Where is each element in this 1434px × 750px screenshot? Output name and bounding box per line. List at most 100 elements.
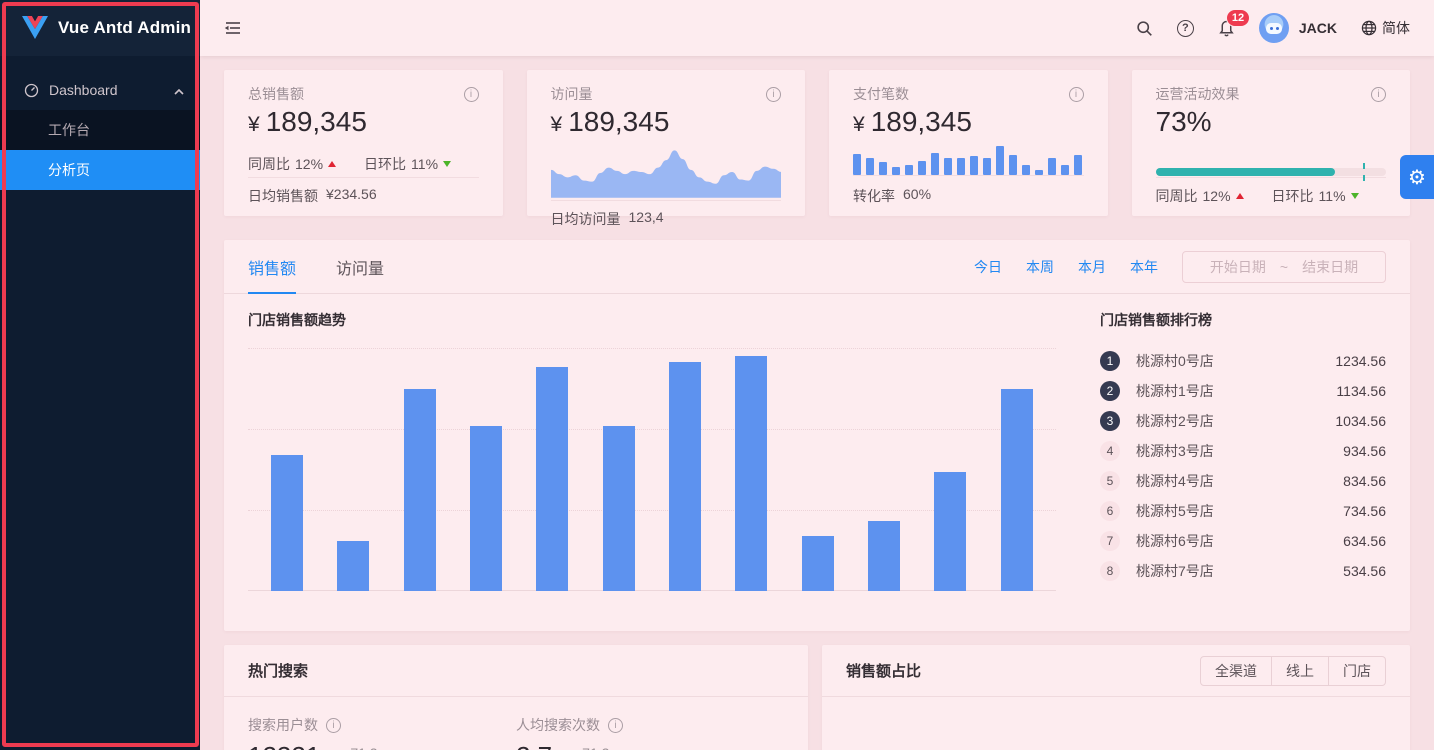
tab-sales[interactable]: 销售额 <box>248 240 297 294</box>
user-name[interactable]: JACK <box>1298 20 1337 36</box>
table-row: 7 桃源村6号店 634.56 <box>1100 526 1386 556</box>
info-icon[interactable]: i <box>1068 86 1084 102</box>
bar <box>931 152 939 175</box>
sales-proportion-panel: 销售额占比 全渠道 线上 门店 事例五: 9% <box>822 645 1410 750</box>
store-sales-chart-area: 门店销售额趋势 <box>248 310 1056 631</box>
card-footer: 日均销售额 ¥234.56 <box>248 186 377 204</box>
info-icon[interactable]: i <box>766 86 781 102</box>
bar <box>1035 169 1043 175</box>
store-sales-bar-chart <box>248 348 1056 591</box>
table-row: 4 桃源村3号店 934.56 <box>1100 436 1386 466</box>
rank-badge: 6 <box>1100 501 1120 521</box>
bar <box>602 426 635 591</box>
card-value: ¥189,345 <box>248 106 367 137</box>
sidebar-item-label: Dashboard <box>49 82 118 98</box>
bar <box>536 366 569 591</box>
filter-today[interactable]: 今日 <box>974 258 1002 275</box>
bar <box>1061 164 1069 175</box>
sidebar-item-analysis[interactable]: 分析页 <box>0 150 200 190</box>
info-icon[interactable]: i <box>1371 86 1386 102</box>
bar <box>470 426 503 591</box>
table-row: 8 桃源村7号店 534.56 <box>1100 556 1386 586</box>
notification-bell-icon[interactable]: 12 <box>1218 9 1251 37</box>
bar <box>1048 158 1056 175</box>
filter-all-channels[interactable]: 全渠道 <box>1200 655 1272 686</box>
dashboard-icon <box>24 83 39 98</box>
logo[interactable]: Vue Antd Admin <box>0 0 200 56</box>
bar <box>853 153 861 175</box>
card-title: 访问量 <box>550 86 593 102</box>
arrow-down-icon <box>443 161 452 167</box>
bar <box>271 454 304 591</box>
sidebar-item-dashboard[interactable]: Dashboard <box>0 70 200 110</box>
table-row: 5 桃源村4号店 834.56 <box>1100 466 1386 496</box>
arrow-up-icon <box>328 161 337 167</box>
card-footer: 转化率 60% <box>853 186 932 204</box>
progress-bar <box>1155 163 1386 181</box>
language-switcher[interactable]: 简体 <box>1361 18 1410 38</box>
card-value: ¥189,345 <box>853 106 972 137</box>
bar <box>1009 155 1017 175</box>
bar <box>1074 155 1082 175</box>
card-total-sales: 总销售额 i ¥189,345 同周比 12% 日环比 11% 日 <box>224 70 503 216</box>
table-row: 2 桃源村1号店 1134.56 <box>1100 376 1386 406</box>
progress-fill <box>1155 168 1336 176</box>
bar <box>970 155 978 175</box>
arrow-down-icon <box>1350 193 1359 199</box>
bar <box>905 164 913 175</box>
help-icon[interactable]: ? <box>1176 19 1194 37</box>
main-column: ? 12 JACK <box>200 0 1434 750</box>
bar <box>983 157 991 175</box>
logo-text: Vue Antd Admin <box>58 18 192 37</box>
sidebar: Vue Antd Admin Dashboard 工作台 分析页 <box>0 0 200 750</box>
filter-week[interactable]: 本周 <box>1026 258 1054 275</box>
header-actions: ? 12 JACK <box>1136 9 1410 43</box>
rank-badge: 2 <box>1100 381 1120 401</box>
filter-month[interactable]: 本月 <box>1078 258 1106 275</box>
channel-filter-group: 全渠道 线上 门店 <box>1200 655 1386 686</box>
bar <box>944 157 952 175</box>
notification-badge: 12 <box>1225 9 1251 27</box>
card-footer: 同周比 12% 日环比 11% <box>1156 186 1387 206</box>
chart-title: 门店销售额趋势 <box>248 312 346 328</box>
rank-badge: 4 <box>1100 441 1120 461</box>
tab-visits[interactable]: 访问量 <box>336 260 385 278</box>
date-separator: ~ <box>1279 258 1289 275</box>
avatar[interactable] <box>1258 13 1289 43</box>
panel-title: 销售额占比 <box>846 663 922 680</box>
top-header: ? 12 JACK <box>200 0 1434 56</box>
card-operation-effect: 运营活动效果 i 73% 同周比 12% <box>1131 70 1410 216</box>
bar <box>879 161 887 175</box>
bar <box>669 361 702 591</box>
info-icon[interactable]: i <box>463 86 479 102</box>
card-title: 总销售额 <box>248 86 304 102</box>
gear-icon: ⚙ <box>1408 166 1426 189</box>
filter-stores[interactable]: 门店 <box>1329 655 1386 686</box>
info-icon[interactable]: i <box>608 717 623 733</box>
sidebar-item-workbench[interactable]: 工作台 <box>0 110 200 150</box>
bar <box>918 160 926 175</box>
trend-day: 日环比 11% <box>364 154 452 174</box>
settings-gear-button[interactable]: ⚙ <box>1400 155 1434 199</box>
filter-online[interactable]: 线上 <box>1272 655 1329 686</box>
info-icon[interactable]: i <box>326 717 341 733</box>
chevron-up-icon <box>174 82 184 98</box>
store-sales-bar-plot <box>248 348 1056 591</box>
card-title: 支付笔数 <box>853 86 909 102</box>
payments-mini-bar-chart <box>853 146 1084 176</box>
menu-fold-icon[interactable] <box>224 20 242 36</box>
date-range-picker[interactable]: 开始日期 ~ 结束日期 <box>1182 250 1386 283</box>
search-icon[interactable] <box>1136 20 1153 37</box>
bar <box>337 541 370 591</box>
trend-week: 同周比 12% <box>248 154 337 174</box>
rank-badge: 7 <box>1100 531 1120 551</box>
language-label: 简体 <box>1382 20 1410 36</box>
card-payments: 支付笔数 i ¥189,345 转化率 60% <box>829 70 1108 216</box>
ranking-title: 门店销售额排行榜 <box>1100 312 1212 328</box>
bar <box>735 356 768 591</box>
filter-year[interactable]: 本年 <box>1130 258 1158 275</box>
